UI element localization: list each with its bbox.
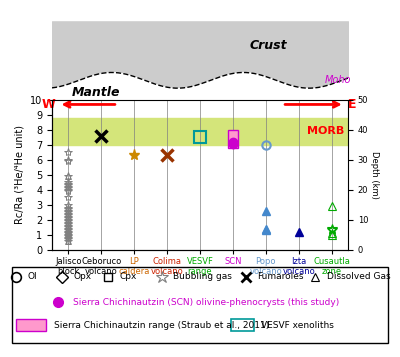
Text: E: E [348, 98, 356, 111]
Text: Opx: Opx [73, 272, 92, 282]
Text: MORB: MORB [308, 126, 345, 136]
Y-axis label: Rc/Ra (³He/⁴He unit): Rc/Ra (³He/⁴He unit) [14, 125, 24, 225]
Text: Bubbling gas: Bubbling gas [173, 272, 232, 282]
Text: Fumaroles: Fumaroles [258, 272, 304, 282]
Text: W: W [42, 98, 55, 111]
Text: Mantle: Mantle [72, 86, 120, 99]
Text: Cpx: Cpx [119, 272, 137, 282]
Text: Dissolved Gas: Dissolved Gas [327, 272, 390, 282]
Text: Ol: Ol [27, 272, 37, 282]
Text: Crust: Crust [249, 39, 287, 52]
Text: Sierra Chichinautzin range (Straub et al., 2011): Sierra Chichinautzin range (Straub et al… [54, 321, 269, 330]
Bar [52, 118, 348, 145]
Text: VESVF xenoliths: VESVF xenoliths [262, 321, 334, 330]
Y-axis label: Depth (km): Depth (km) [370, 151, 380, 199]
Bar [228, 130, 238, 148]
FancyBboxPatch shape [16, 320, 46, 331]
Text: Sierra Chichinautzin (SCN) olivine-phenocrysts (this study): Sierra Chichinautzin (SCN) olivine-pheno… [73, 297, 340, 307]
Bar [12, 267, 388, 343]
Text: Moho: Moho [325, 75, 352, 85]
